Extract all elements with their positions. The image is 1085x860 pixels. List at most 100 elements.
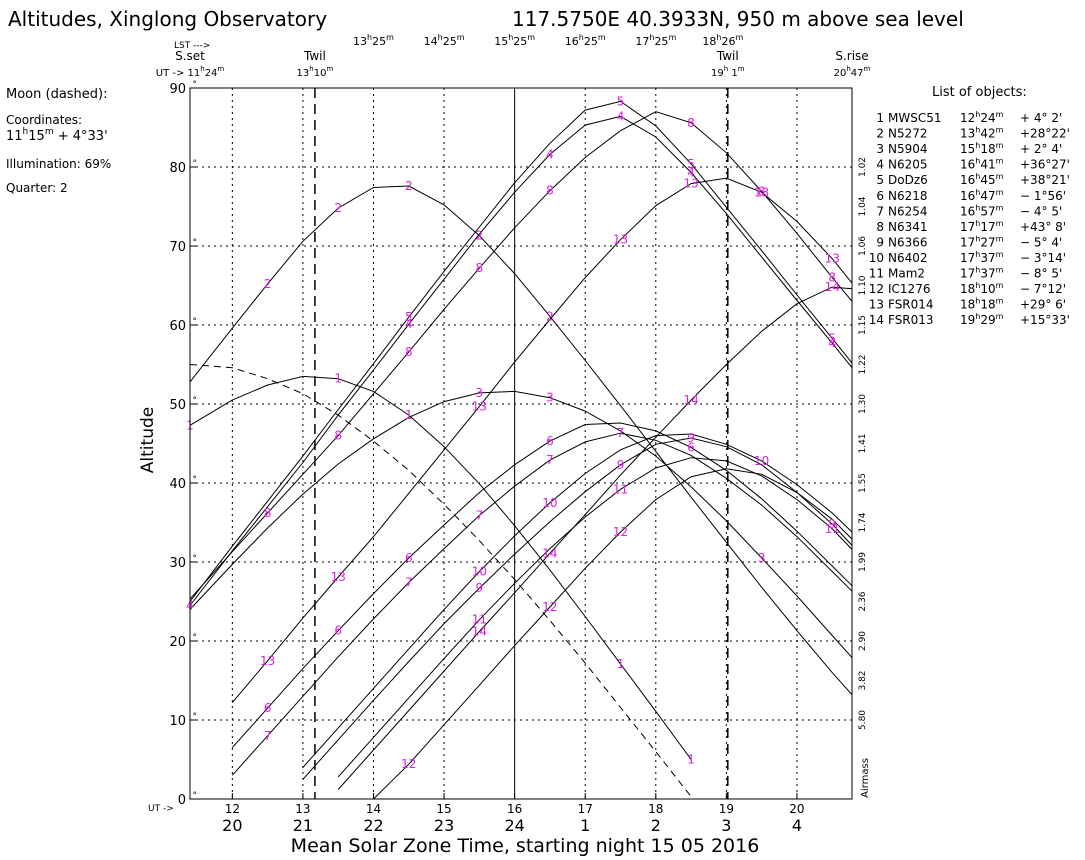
object-dec: +15°33' [1020, 313, 1070, 327]
object-dec: − 3°14' [1020, 251, 1066, 265]
curve-label-14: 14 [683, 393, 698, 407]
event-label: Twil [716, 49, 739, 63]
local-time-tick-label: 21 [293, 816, 313, 835]
curve-label-2: 2 [334, 201, 342, 215]
ut-tick-label: 19 [719, 802, 734, 816]
airmass-tick-label: 1.30 [858, 394, 868, 414]
object-ra: 18h18m [960, 297, 1004, 312]
y-tick-unit: ° [193, 238, 198, 248]
object-name: N5904 [888, 142, 928, 156]
y-tick-label: 40 [169, 477, 186, 492]
ut-axis-label: UT -> [148, 804, 174, 814]
curve-label-10: 10 [472, 564, 487, 578]
curve-label-13: 13 [613, 233, 628, 247]
curve-label-8: 8 [687, 116, 695, 130]
object-number: 10 [869, 251, 884, 265]
local-time-tick-label: 2 [651, 816, 661, 835]
curve-label-7: 7 [546, 453, 554, 467]
ut-tick-label: 18 [648, 802, 663, 816]
chart-title: Altitudes, Xinglong Observatory [8, 7, 327, 31]
moon-quarter: Quarter: 2 [6, 181, 68, 195]
y-tick-unit: ° [193, 475, 198, 485]
altitude-curve-12 [373, 468, 853, 800]
curve-label-4: 4 [687, 166, 695, 180]
y-axis-label: Altitude [138, 407, 158, 473]
object-name: N6205 [888, 158, 928, 172]
curve-label-6: 6 [334, 624, 342, 638]
altitude-curve-4 [189, 115, 853, 606]
object-dec: +29° 6' [1020, 298, 1066, 312]
y-tick-unit: ° [193, 159, 198, 169]
curve-layer [189, 100, 853, 800]
ut-tick-label: 20 [789, 802, 804, 816]
y-tick-label: 80 [169, 161, 186, 176]
event-ut-time: 13h10m [297, 65, 334, 79]
event-ut-time: 20h47m [834, 65, 871, 79]
local-time-tick-label: 4 [792, 816, 802, 835]
y-tick-label: 50 [169, 398, 186, 413]
curve-label-14: 14 [825, 280, 840, 294]
airmass-tick-label: 1.74 [858, 512, 868, 532]
object-ra: 19h29m [960, 312, 1004, 327]
object-number: 7 [876, 204, 884, 218]
curve-label-4: 4 [828, 336, 836, 350]
object-ra: 18h10m [960, 281, 1004, 296]
object-number: 11 [869, 267, 884, 281]
object-dec: +38°21' [1020, 173, 1070, 187]
altitude-curve-5 [189, 100, 853, 602]
objects-list: 1 MWSC51 12h24m + 4° 2' 2 N5272 13h42m +28°22' 3… [869, 110, 1070, 327]
curve-label-14: 14 [472, 625, 487, 639]
altitude-curve-6 [231, 422, 853, 748]
airmass-tick-label: 1.41 [858, 433, 868, 453]
y-tick-label: 20 [169, 635, 186, 650]
altitude-curve-3 [189, 390, 853, 658]
plot-frame [189, 87, 853, 800]
object-dec: − 8° 5' [1020, 267, 1062, 281]
object-name: FSR013 [888, 313, 934, 327]
curve-label-9: 9 [617, 458, 625, 472]
local-time-tick-label: 22 [363, 816, 383, 835]
curve-label-2: 2 [546, 309, 554, 323]
curve-label-13: 13 [754, 185, 769, 199]
x-axis-label: Mean Solar Zone Time, starting night 15 … [291, 835, 760, 857]
lst-axis-label: LST ---> [174, 41, 210, 51]
curve-label-13: 13 [472, 399, 487, 413]
object-ra: 17h17m [960, 219, 1004, 234]
local-time-tick-label: 20 [222, 816, 242, 835]
curve-label-2: 2 [405, 179, 413, 193]
lst-tick-label: 18h26m [702, 33, 743, 48]
y-tick-unit: ° [193, 712, 198, 722]
object-number: 13 [869, 298, 884, 312]
curve-label-10: 10 [542, 496, 557, 510]
object-dec: − 1°56' [1020, 189, 1066, 203]
object-name: MWSC51 [888, 111, 941, 125]
airmass-tick-label: 1.02 [858, 157, 868, 177]
object-number: 12 [869, 282, 884, 296]
object-dec: +28°22' [1020, 127, 1070, 141]
altitude-curve-1 [189, 375, 692, 760]
curve-label-14: 14 [542, 546, 557, 560]
object-dec: − 4° 5' [1020, 204, 1062, 218]
axis-layer: 0 °10 °20 °30 °40 °50 °60 °70 °80 °90 °12 13 14 15 16 1… [156, 33, 871, 835]
object-dec: +43° 8' [1020, 220, 1066, 234]
object-name: N6254 [888, 204, 928, 218]
moon-illumination: Illumination: 69% [6, 157, 111, 171]
curve-label-11: 11 [825, 522, 840, 536]
curve-label-9: 9 [476, 581, 484, 595]
y-tick-unit: ° [193, 80, 198, 90]
curve-label-4: 4 [546, 147, 554, 161]
object-name: N6402 [888, 251, 928, 265]
curve-label-5: 5 [687, 157, 695, 171]
curve-label-3: 3 [476, 386, 484, 400]
object-dec: − 7°12' [1020, 282, 1066, 296]
object-number: 5 [876, 173, 884, 187]
curve-label-3: 3 [546, 391, 554, 405]
curve-label-11: 11 [472, 613, 487, 627]
lst-tick-label: 14h25m [424, 33, 465, 48]
y-tick-label: 90 [169, 82, 186, 97]
lst-tick-label: 17h25m [635, 33, 676, 48]
object-name: N6218 [888, 189, 928, 203]
object-ra: 17h27m [960, 234, 1004, 249]
lst-tick-label: 16h25m [565, 33, 606, 48]
